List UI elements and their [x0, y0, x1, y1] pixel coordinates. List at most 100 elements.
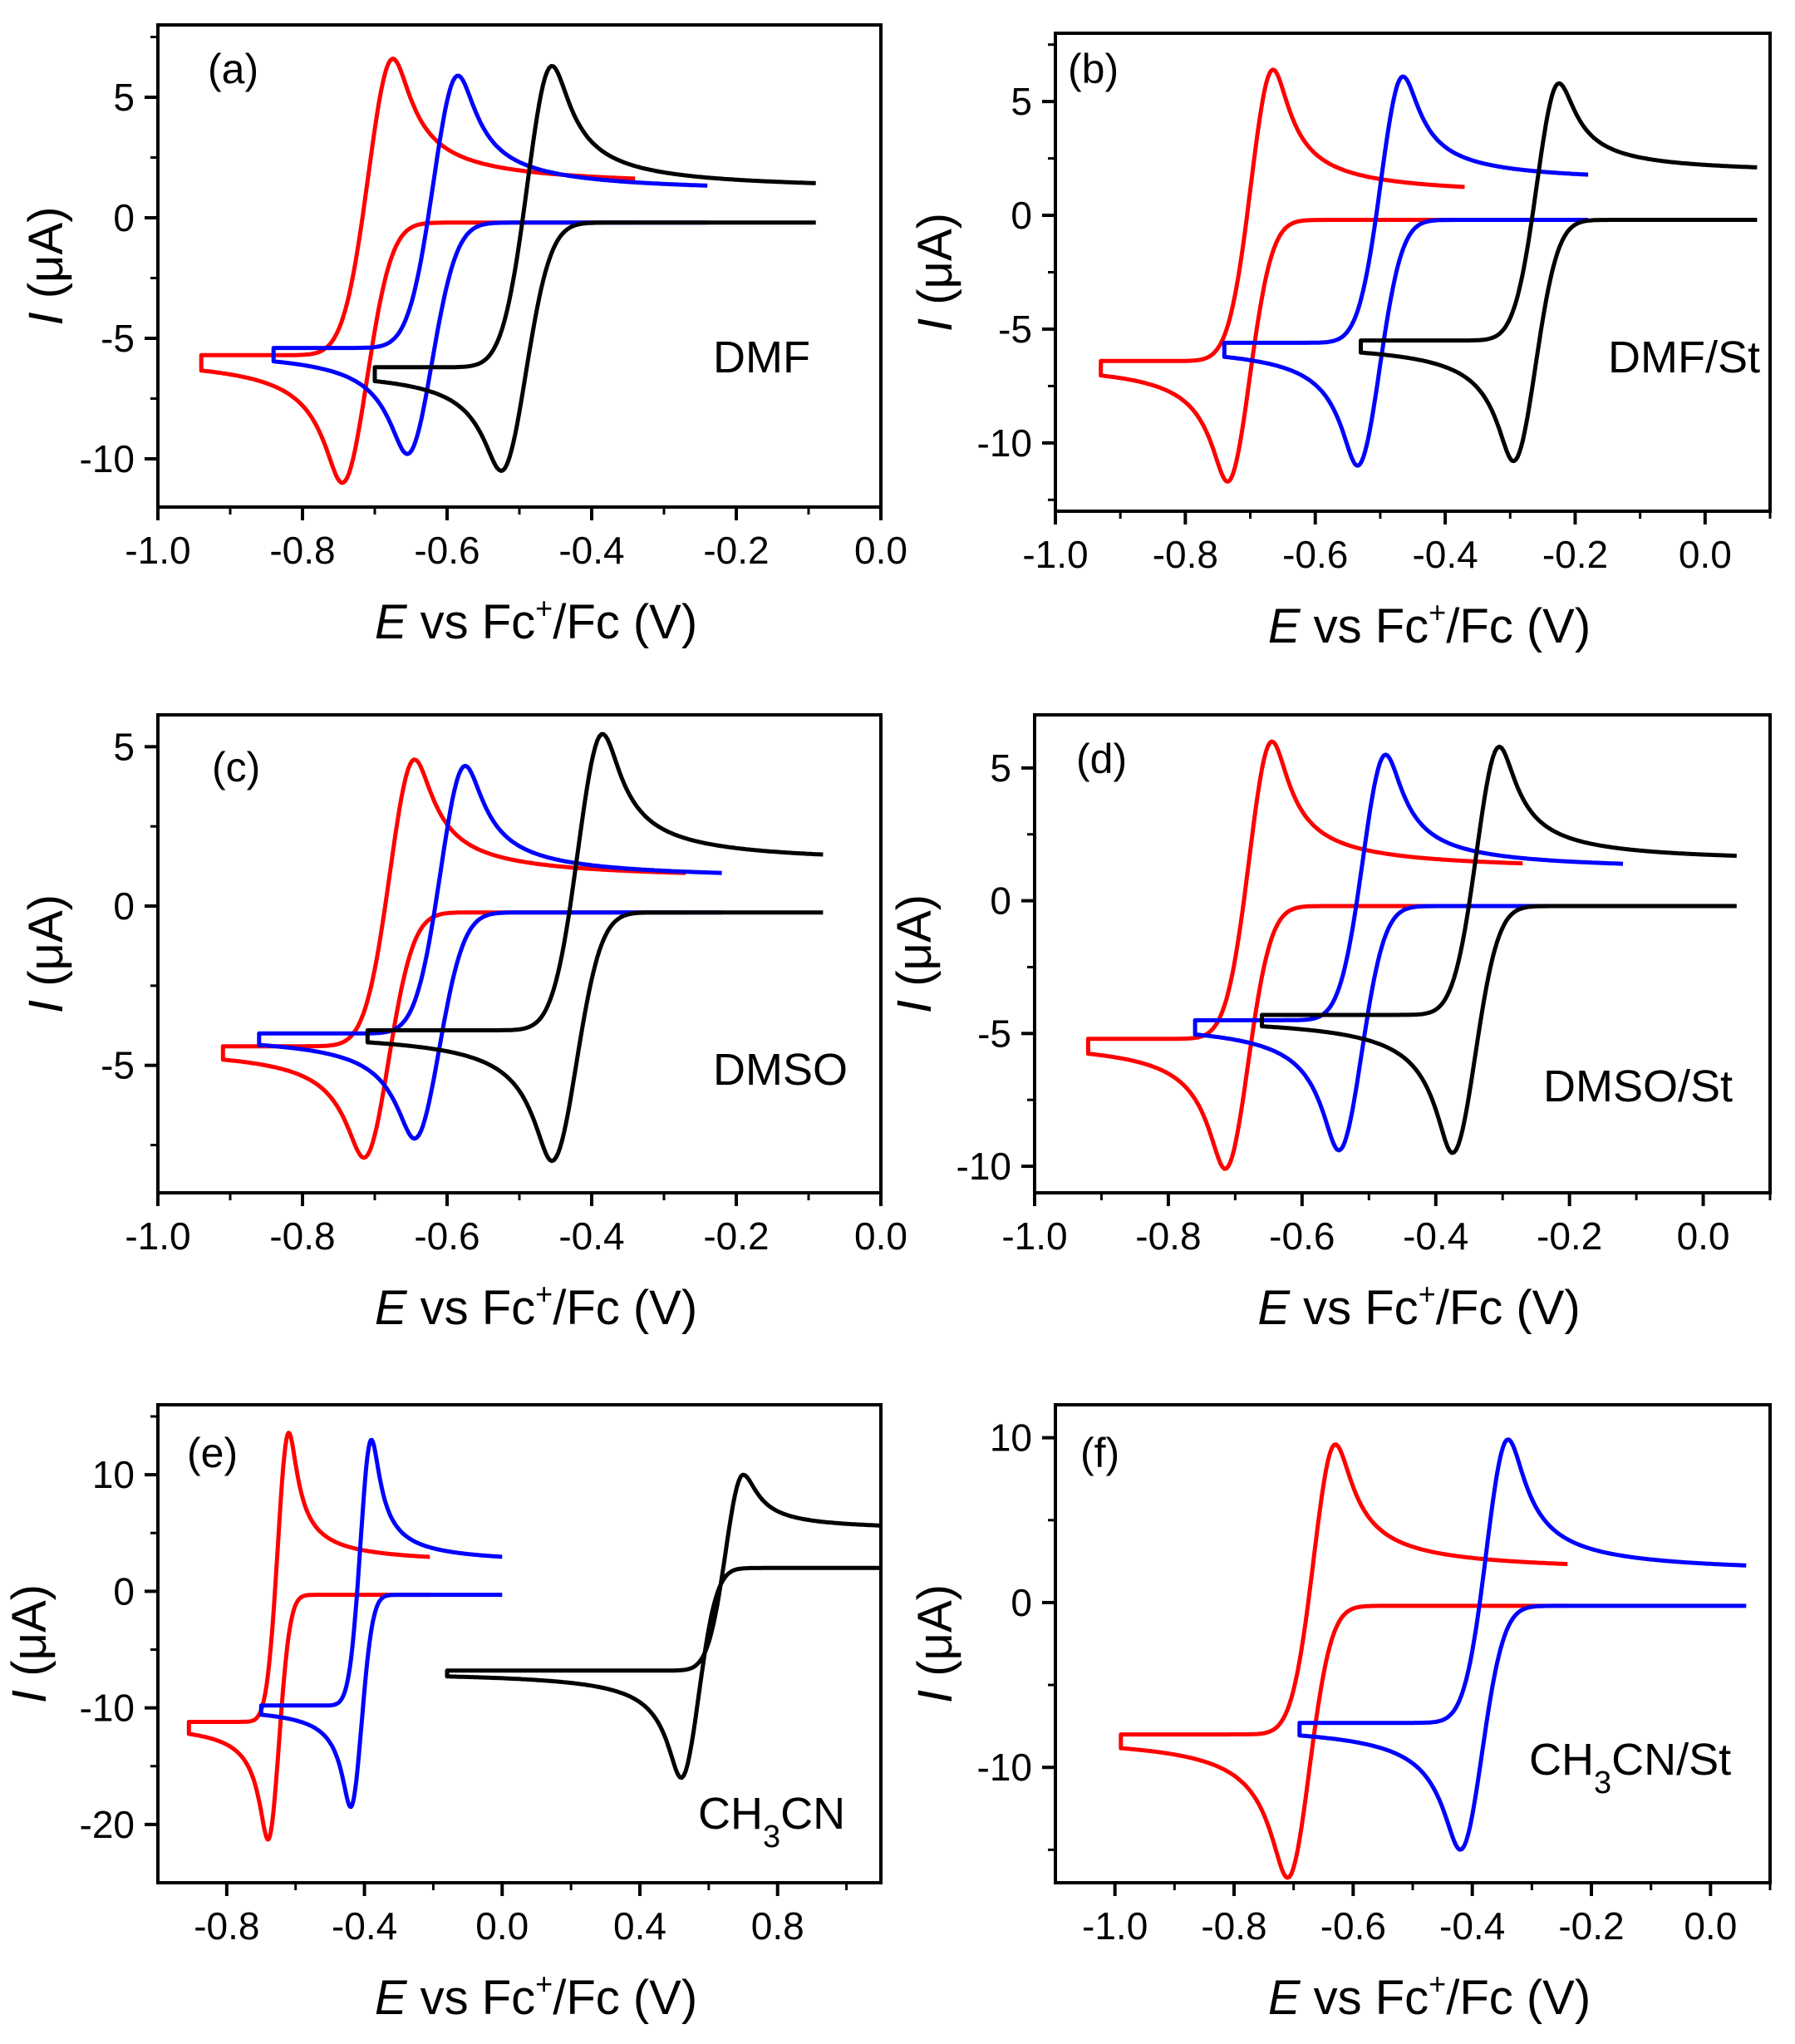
y-tick-label: 0: [1011, 1581, 1032, 1624]
y-tick-label: 0: [113, 884, 135, 928]
y-tick-label: -10: [80, 1687, 135, 1730]
y-axis-title: I (μA): [908, 213, 962, 332]
x-tick-label: -0.4: [1412, 533, 1478, 576]
series-group: [1099, 67, 1758, 484]
y-tick-label: 5: [990, 746, 1011, 790]
x-tick-label: 0.0: [1684, 1904, 1737, 1948]
solvent-label: CH3CN: [698, 1789, 845, 1854]
x-tick-label: -0.4: [1403, 1214, 1468, 1258]
y-axis-title-symbol: I: [888, 1000, 942, 1013]
x-tick-label: -0.8: [1201, 1904, 1266, 1948]
solvent-label-tail: CN/St: [1611, 1735, 1731, 1785]
x-axis-title-superscript: +: [535, 1277, 553, 1311]
cv-curve-series-2: [1222, 74, 1589, 468]
solvent-label: DMSO: [713, 1045, 848, 1095]
cv-curve-series-1: [1119, 1442, 1568, 1880]
y-axis-title-symbol: I: [19, 1000, 73, 1013]
y-axis-title: I (μA): [2, 1584, 57, 1703]
x-tick-label: -0.4: [558, 1214, 624, 1258]
y-tick-label: 0: [990, 879, 1011, 923]
chart-panel-f: -1.0 -0.8 -0.6 -0.4 -0.2 0.0 -10 0 10 (f) CH3CN/St…: [908, 1403, 1772, 2025]
cv-curve-series-1: [1085, 739, 1523, 1171]
x-axis-title: E vs Fc+/Fc (V): [375, 591, 697, 649]
x-axis-title-text: vs Fc: [407, 1971, 536, 2025]
y-tick-label: 0: [1011, 194, 1032, 237]
y-axis-title-text: (μA): [908, 213, 962, 318]
x-axis-title-tail: /Fc (V): [553, 1971, 697, 2025]
x-tick-label: -0.6: [1320, 1904, 1386, 1948]
x-axis-title-symbol: E: [375, 1281, 408, 1335]
y-axis-title: I (μA): [908, 1584, 962, 1703]
y-tick-label: -5: [977, 1012, 1011, 1055]
solvent-label: DMF/St: [1608, 332, 1760, 382]
y-tick-label: -10: [80, 437, 135, 480]
chart-panel-e: -0.8 -0.4 0.0 0.4 0.8 -20 -10 0 10 (e) CH3CN E vs F…: [2, 1403, 883, 2025]
panel-label: (e): [187, 1430, 238, 1476]
x-axis-title-symbol: E: [375, 595, 408, 649]
solvent-label: DMSO/St: [1543, 1061, 1733, 1111]
y-tick-label: 5: [1011, 80, 1032, 123]
x-axis-title-symbol: E: [1268, 599, 1301, 653]
y-axis-title: I (μA): [19, 207, 73, 326]
y-tick-label: 5: [113, 76, 135, 119]
x-tick-label: -0.8: [194, 1904, 259, 1948]
y-tick-label: -5: [998, 308, 1032, 351]
x-tick-label: -0.8: [269, 529, 335, 572]
x-tick-label: -0.2: [1537, 1214, 1602, 1258]
x-tick-label: 0.0: [475, 1904, 529, 1948]
solvent-label: DMF: [713, 332, 810, 382]
x-tick-label: -0.8: [269, 1214, 335, 1258]
x-axis-title-symbol: E: [1268, 1971, 1301, 2025]
chart-panel-c: -1.0 -0.8 -0.6 -0.4 -0.2 0.0 -5 0 5 (c) DMSO E vs F…: [19, 713, 907, 1335]
series-group: [1119, 1437, 1747, 1880]
cv-curve-series-3: [372, 64, 816, 473]
x-axis-title-text: vs Fc: [1301, 1971, 1429, 2025]
x-tick-label: -0.8: [1153, 533, 1218, 576]
y-tick-label: -10: [977, 421, 1032, 465]
x-tick-label: -0.8: [1135, 1214, 1201, 1258]
solvent-label-subscript: 3: [1594, 1766, 1611, 1800]
x-tick-label: 0.4: [613, 1904, 666, 1948]
x-tick-label: 0.8: [751, 1904, 804, 1948]
x-tick-label: -0.6: [1282, 533, 1348, 576]
panel-label: (a): [208, 46, 258, 92]
y-axis-title: I (μA): [19, 894, 73, 1013]
y-axis-title-text: (μA): [888, 894, 942, 1000]
series-group: [186, 1431, 881, 1842]
y-tick-label: -5: [101, 317, 135, 360]
y-tick-label: 10: [92, 1453, 135, 1496]
x-tick-label: 0.0: [854, 529, 907, 572]
x-tick-label: -0.4: [558, 529, 624, 572]
x-tick-label: -0.6: [414, 1214, 479, 1258]
x-axis-title-text: vs Fc: [407, 1281, 536, 1335]
cv-curve-series-3: [445, 1472, 881, 1780]
x-axis-title-superscript: +: [1419, 1277, 1436, 1311]
x-tick-label: 0.0: [1677, 1214, 1730, 1258]
solvent-label-main: CH: [1529, 1735, 1594, 1785]
y-tick-label: 10: [990, 1416, 1032, 1460]
x-axis-title-tail: /Fc (V): [553, 595, 697, 649]
x-axis-title-superscript: +: [1429, 595, 1446, 629]
cv-curve-series-2: [1193, 752, 1624, 1153]
panel-label: (c): [212, 744, 260, 791]
x-axis-title-tail: /Fc (V): [553, 1281, 697, 1335]
x-tick-label: -0.4: [1439, 1904, 1505, 1948]
y-tick-label: 0: [113, 1569, 135, 1613]
panel-label: (b): [1068, 46, 1119, 92]
x-tick-label: -0.2: [1542, 533, 1608, 576]
x-tick-label: -1.0: [1001, 1214, 1067, 1258]
y-axis-title-symbol: I: [2, 1690, 57, 1703]
x-tick-label: -0.2: [703, 1214, 769, 1258]
y-tick-label: -10: [957, 1145, 1011, 1188]
x-tick-label: -0.4: [332, 1904, 397, 1948]
y-tick-label: -10: [977, 1746, 1032, 1789]
chart-panel-d: -1.0 -0.8 -0.6 -0.4 -0.2 0.0 -10 -5 0 5 (d) DMSO/St…: [888, 713, 1772, 1335]
series-group: [220, 731, 824, 1164]
x-tick-label: -1.0: [1022, 533, 1088, 576]
y-tick-label: -5: [101, 1044, 135, 1087]
cv-curve-series-3: [365, 731, 824, 1164]
panel-label: (d): [1076, 736, 1127, 782]
chart-panel-b: -1.0 -0.8 -0.6 -0.4 -0.2 0.0 -10 -5 0 5 (b) DMF/St E…: [908, 32, 1772, 653]
x-axis-title-text: vs Fc: [1290, 1281, 1419, 1335]
y-axis-title-symbol: I: [908, 1690, 962, 1703]
